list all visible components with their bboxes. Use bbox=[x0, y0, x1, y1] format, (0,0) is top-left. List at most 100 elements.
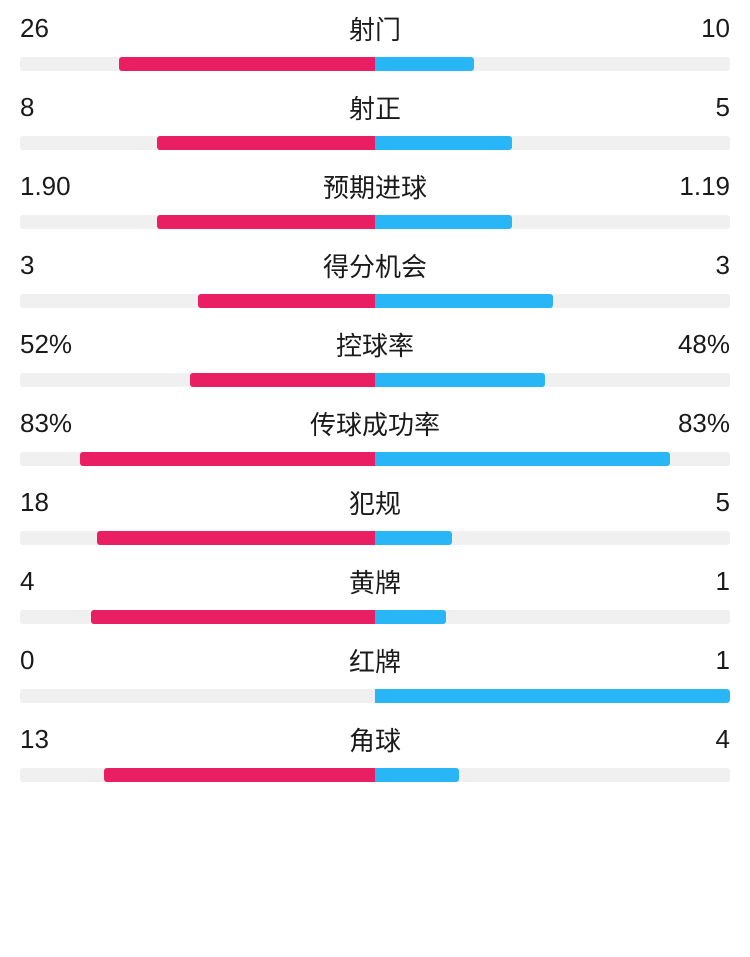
stat-header: 13角球4 bbox=[20, 721, 730, 758]
stat-header: 4黄牌1 bbox=[20, 563, 730, 600]
stat-bar-right bbox=[375, 689, 730, 703]
stat-value-right: 5 bbox=[670, 487, 730, 518]
stat-row: 8射正5 bbox=[20, 89, 730, 150]
stat-bar-left-wrapper bbox=[20, 610, 375, 624]
stat-bar-right-wrapper bbox=[375, 531, 730, 545]
stat-bar-right-wrapper bbox=[375, 57, 730, 71]
stat-bar-left-wrapper bbox=[20, 57, 375, 71]
stat-label: 传球成功率 bbox=[80, 405, 670, 442]
stat-value-right: 10 bbox=[670, 13, 730, 44]
stat-bar-left-wrapper bbox=[20, 215, 375, 229]
stat-value-right: 3 bbox=[670, 250, 730, 281]
stat-value-left: 83% bbox=[20, 408, 80, 439]
stat-bar-left bbox=[91, 610, 375, 624]
stat-label: 红牌 bbox=[80, 642, 670, 679]
stat-bar-right-wrapper bbox=[375, 452, 730, 466]
stat-bar-container bbox=[20, 215, 730, 229]
stat-value-right: 5 bbox=[670, 92, 730, 123]
stat-value-right: 1 bbox=[670, 566, 730, 597]
stat-header: 0红牌1 bbox=[20, 642, 730, 679]
stat-bar-right bbox=[375, 57, 474, 71]
stat-bar-container bbox=[20, 768, 730, 782]
stat-bar-left bbox=[157, 215, 375, 229]
stat-bar-right bbox=[375, 373, 545, 387]
stat-bar-right-wrapper bbox=[375, 215, 730, 229]
stat-row: 18犯规5 bbox=[20, 484, 730, 545]
stat-bar-container bbox=[20, 294, 730, 308]
stat-bar-left-wrapper bbox=[20, 294, 375, 308]
stat-value-right: 83% bbox=[670, 408, 730, 439]
stat-row: 4黄牌1 bbox=[20, 563, 730, 624]
stat-bar-right bbox=[375, 294, 553, 308]
stat-bar-right bbox=[375, 136, 512, 150]
stat-bar-right-wrapper bbox=[375, 610, 730, 624]
stat-label: 犯规 bbox=[80, 484, 670, 521]
stat-bar-right-wrapper bbox=[375, 136, 730, 150]
stat-header: 83%传球成功率83% bbox=[20, 405, 730, 442]
stat-row: 0红牌1 bbox=[20, 642, 730, 703]
stat-bar-left bbox=[190, 373, 375, 387]
stat-bar-container bbox=[20, 136, 730, 150]
stat-bar-left bbox=[104, 768, 375, 782]
stat-row: 13角球4 bbox=[20, 721, 730, 782]
stat-bar-left bbox=[97, 531, 375, 545]
stat-header: 18犯规5 bbox=[20, 484, 730, 521]
stat-bar-container bbox=[20, 689, 730, 703]
stat-label: 控球率 bbox=[80, 326, 670, 363]
stat-row: 52%控球率48% bbox=[20, 326, 730, 387]
stat-value-right: 48% bbox=[670, 329, 730, 360]
stat-bar-left bbox=[198, 294, 376, 308]
stat-value-left: 8 bbox=[20, 92, 80, 123]
stat-value-right: 4 bbox=[670, 724, 730, 755]
stat-label: 预期进球 bbox=[80, 168, 670, 205]
stat-label: 射门 bbox=[80, 10, 670, 47]
stat-bar-container bbox=[20, 452, 730, 466]
stat-value-left: 13 bbox=[20, 724, 80, 755]
stat-bar-right-wrapper bbox=[375, 689, 730, 703]
stat-bar-container bbox=[20, 373, 730, 387]
stat-label: 射正 bbox=[80, 89, 670, 126]
stat-bar-right-wrapper bbox=[375, 768, 730, 782]
stat-label: 黄牌 bbox=[80, 563, 670, 600]
stat-bar-container bbox=[20, 610, 730, 624]
stat-bar-right bbox=[375, 610, 446, 624]
stat-header: 26射门10 bbox=[20, 10, 730, 47]
stat-value-left: 1.90 bbox=[20, 171, 80, 202]
match-stats-container: 26射门108射正51.90预期进球1.193得分机会352%控球率48%83%… bbox=[20, 10, 730, 782]
stat-value-left: 18 bbox=[20, 487, 80, 518]
stat-bar-left-wrapper bbox=[20, 136, 375, 150]
stat-row: 26射门10 bbox=[20, 10, 730, 71]
stat-bar-left-wrapper bbox=[20, 452, 375, 466]
stat-row: 1.90预期进球1.19 bbox=[20, 168, 730, 229]
stat-bar-left-wrapper bbox=[20, 768, 375, 782]
stat-bar-right-wrapper bbox=[375, 294, 730, 308]
stat-header: 3得分机会3 bbox=[20, 247, 730, 284]
stat-bar-right bbox=[375, 215, 512, 229]
stat-value-left: 3 bbox=[20, 250, 80, 281]
stat-bar-right bbox=[375, 531, 452, 545]
stat-bar-container bbox=[20, 531, 730, 545]
stat-bar-left-wrapper bbox=[20, 373, 375, 387]
stat-value-right: 1 bbox=[670, 645, 730, 676]
stat-bar-right bbox=[375, 768, 459, 782]
stat-bar-left bbox=[119, 57, 375, 71]
stat-value-left: 4 bbox=[20, 566, 80, 597]
stat-value-left: 26 bbox=[20, 13, 80, 44]
stat-row: 3得分机会3 bbox=[20, 247, 730, 308]
stat-bar-right bbox=[375, 452, 670, 466]
stat-bar-container bbox=[20, 57, 730, 71]
stat-value-left: 0 bbox=[20, 645, 80, 676]
stat-bar-left-wrapper bbox=[20, 689, 375, 703]
stat-row: 83%传球成功率83% bbox=[20, 405, 730, 466]
stat-bar-left bbox=[157, 136, 375, 150]
stat-value-right: 1.19 bbox=[670, 171, 730, 202]
stat-header: 8射正5 bbox=[20, 89, 730, 126]
stat-bar-left bbox=[80, 452, 375, 466]
stat-bar-left-wrapper bbox=[20, 531, 375, 545]
stat-label: 得分机会 bbox=[80, 247, 670, 284]
stat-label: 角球 bbox=[80, 721, 670, 758]
stat-header: 52%控球率48% bbox=[20, 326, 730, 363]
stat-value-left: 52% bbox=[20, 329, 80, 360]
stat-bar-right-wrapper bbox=[375, 373, 730, 387]
stat-header: 1.90预期进球1.19 bbox=[20, 168, 730, 205]
